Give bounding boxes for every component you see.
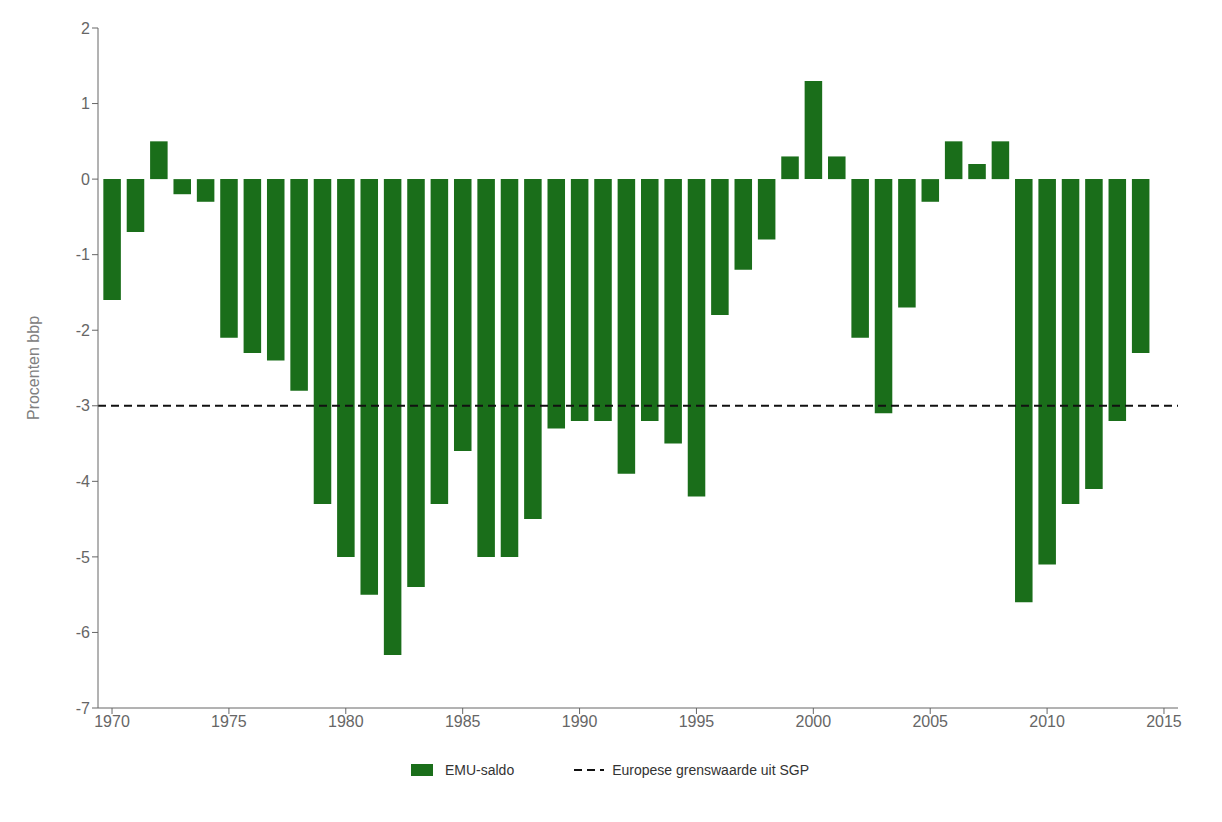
html-text:EMU-saldo: EMU-saldo [444,762,515,778]
svg-text:-2: -2 [76,322,90,339]
svg-text:-3: -3 [76,397,90,414]
svg-text:-7: -7 [76,700,90,717]
svg-text:Procenten bbp: Procenten bbp [25,316,42,420]
svg-text:1980: 1980 [328,713,364,730]
svg-text:2: 2 [81,20,90,37]
svg-text:-5: -5 [76,549,90,566]
svg-text:-1: -1 [76,246,90,263]
svg-text:2015: 2015 [1146,713,1182,730]
svg-text:1995: 1995 [679,713,715,730]
svg-text:2010: 2010 [1029,713,1065,730]
svg-text:-4: -4 [76,473,90,490]
html-text:Europese grenswaarde uit SGP: Europese grenswaarde uit SGP [612,762,810,778]
svg-text:2005: 2005 [912,713,948,730]
svg-text:2000: 2000 [796,713,832,730]
svg-text:1990: 1990 [562,713,598,730]
svg-text:0: 0 [81,171,90,188]
svg-text:1975: 1975 [211,713,247,730]
svg-text:1: 1 [81,95,90,112]
svg-text:-6: -6 [76,624,90,641]
svg-text:1970: 1970 [94,713,130,730]
svg-text:1985: 1985 [445,713,481,730]
